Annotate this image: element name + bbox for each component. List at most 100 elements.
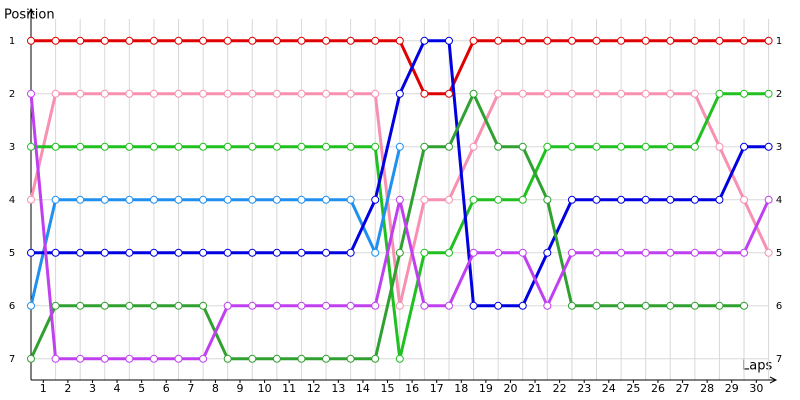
x-tick-label: 3	[89, 382, 96, 395]
data-point	[125, 142, 134, 151]
x-tick-label: 12	[307, 382, 321, 395]
data-point	[322, 301, 331, 310]
data-point	[174, 354, 183, 363]
data-point	[223, 89, 232, 98]
data-point	[346, 301, 355, 310]
data-point	[420, 89, 429, 98]
data-point	[272, 248, 281, 257]
data-point	[690, 89, 699, 98]
data-point	[174, 142, 183, 151]
data-point	[248, 195, 257, 204]
data-point	[420, 248, 429, 257]
data-point	[51, 301, 60, 310]
data-point	[76, 195, 85, 204]
data-point	[617, 301, 626, 310]
data-point	[494, 248, 503, 257]
data-point	[199, 301, 208, 310]
data-point	[297, 248, 306, 257]
data-point	[543, 36, 552, 45]
data-point	[76, 248, 85, 257]
data-point	[666, 248, 675, 257]
x-tick-label: 23	[577, 382, 591, 395]
data-point	[715, 301, 724, 310]
y2-tick-label: 2	[776, 89, 782, 100]
y-tick-label: 5	[9, 248, 15, 259]
data-point	[149, 354, 158, 363]
data-point	[592, 248, 601, 257]
data-point	[248, 354, 257, 363]
data-point	[666, 89, 675, 98]
data-point	[592, 89, 601, 98]
data-point	[641, 142, 650, 151]
y2-tick-label: 1	[776, 36, 782, 47]
data-point	[764, 248, 773, 257]
data-point	[100, 301, 109, 310]
data-point	[690, 142, 699, 151]
data-point	[223, 354, 232, 363]
y2-tick-label: 6	[776, 301, 782, 312]
data-point	[518, 301, 527, 310]
data-point	[27, 195, 35, 204]
x-tick-label: 27	[676, 382, 690, 395]
data-point	[297, 142, 306, 151]
data-point	[617, 248, 626, 257]
y-tick-label: 7	[9, 354, 15, 365]
data-point	[76, 89, 85, 98]
data-point	[51, 142, 60, 151]
data-point	[494, 195, 503, 204]
x-tick-label: 22	[553, 382, 567, 395]
x-tick-label: 21	[528, 382, 542, 395]
data-point	[27, 354, 35, 363]
data-point	[641, 36, 650, 45]
data-point	[543, 142, 552, 151]
data-point	[567, 248, 576, 257]
data-point	[322, 89, 331, 98]
y-tick-label: 3	[9, 142, 15, 153]
data-point	[617, 142, 626, 151]
y-tick-label: 4	[9, 195, 15, 206]
data-point	[567, 36, 576, 45]
data-point	[371, 89, 380, 98]
data-point	[592, 142, 601, 151]
x-tick-label: 17	[430, 382, 444, 395]
x-tick-label: 25	[626, 382, 640, 395]
data-point	[297, 301, 306, 310]
data-point	[690, 301, 699, 310]
data-point	[666, 142, 675, 151]
data-point	[420, 301, 429, 310]
data-point	[371, 36, 380, 45]
data-point	[174, 248, 183, 257]
data-point	[469, 89, 478, 98]
data-point	[199, 36, 208, 45]
data-point	[395, 301, 404, 310]
data-point	[297, 195, 306, 204]
data-point	[125, 89, 134, 98]
x-tick-label: 18	[454, 382, 468, 395]
series-line	[29, 92, 745, 361]
data-point	[641, 301, 650, 310]
data-point	[27, 89, 35, 98]
data-point	[764, 36, 773, 45]
data-point	[617, 89, 626, 98]
data-point	[272, 89, 281, 98]
x-tick-label: 19	[479, 382, 493, 395]
data-point	[248, 36, 257, 45]
data-point	[715, 248, 724, 257]
data-point	[272, 142, 281, 151]
data-point	[764, 142, 773, 151]
data-point	[272, 195, 281, 204]
x-tick-label: 2	[64, 382, 71, 395]
data-point	[223, 142, 232, 151]
data-point	[51, 248, 60, 257]
data-point	[297, 36, 306, 45]
data-point	[395, 89, 404, 98]
x-tick-label: 4	[114, 382, 121, 395]
data-point	[715, 89, 724, 98]
data-point	[518, 36, 527, 45]
data-point	[51, 354, 60, 363]
data-point	[125, 36, 134, 45]
data-point	[346, 89, 355, 98]
y2-tick-label: 3	[776, 142, 782, 153]
data-point	[666, 36, 675, 45]
data-point	[641, 195, 650, 204]
